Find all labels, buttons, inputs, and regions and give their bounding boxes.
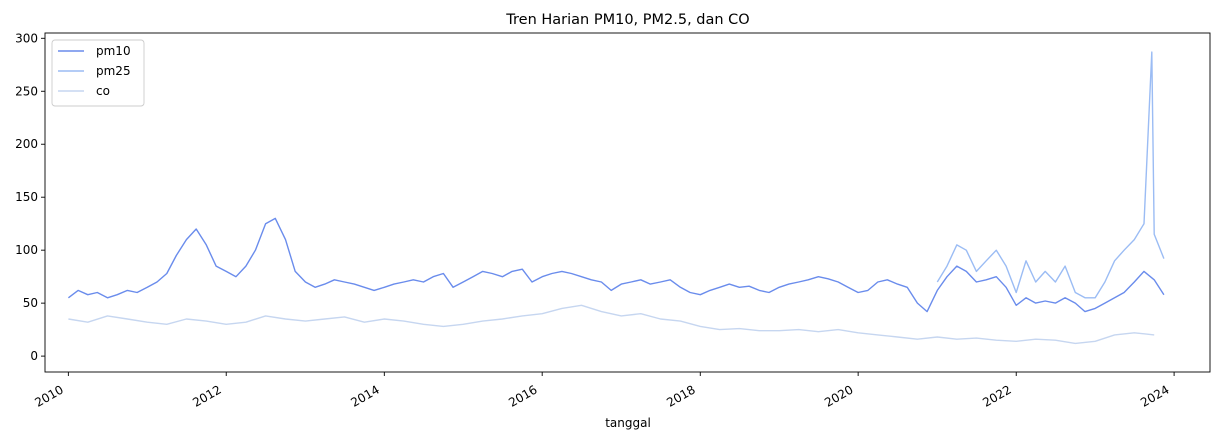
legend-box (51, 39, 145, 107)
x-axis-label: tanggal (605, 416, 651, 430)
y-tick-label: 150 (15, 190, 38, 204)
y-tick-label: 250 (15, 84, 38, 98)
y-tick-label: 50 (23, 296, 38, 310)
y-axis: 0 50 100 150 200 250 300 (15, 31, 45, 363)
x-tick-label: 2020 (822, 382, 855, 409)
y-tick-label: 300 (15, 31, 38, 45)
x-axis: 2010 2012 2014 2016 2018 2020 2022 2024 (32, 372, 1175, 410)
series-line-co (68, 304, 1155, 345)
x-tick-label: 2022 (980, 382, 1013, 409)
x-tick-label: 2024 (1138, 382, 1171, 409)
x-tick-label: 2012 (190, 382, 223, 409)
legend: pm10 pm25 co (51, 39, 145, 107)
x-tick-label: 2018 (664, 382, 697, 409)
legend-label-pm10: pm10 (96, 44, 131, 58)
y-tick-label: 0 (30, 349, 38, 363)
legend-label-co: co (96, 84, 110, 98)
x-tick-label: 2014 (348, 382, 381, 409)
x-tick-label: 2016 (506, 382, 539, 409)
series-layer (67, 51, 1165, 345)
y-tick-label: 200 (15, 137, 38, 151)
series-line-pm25 (936, 51, 1165, 299)
series-line-pm10 (67, 217, 1165, 313)
chart-title: Tren Harian PM10, PM2.5, dan CO (505, 12, 749, 28)
legend-label-pm25: pm25 (96, 64, 131, 78)
plot-frame (44, 32, 1211, 373)
y-tick-label: 100 (15, 243, 38, 257)
x-tick-label: 2010 (32, 382, 65, 409)
